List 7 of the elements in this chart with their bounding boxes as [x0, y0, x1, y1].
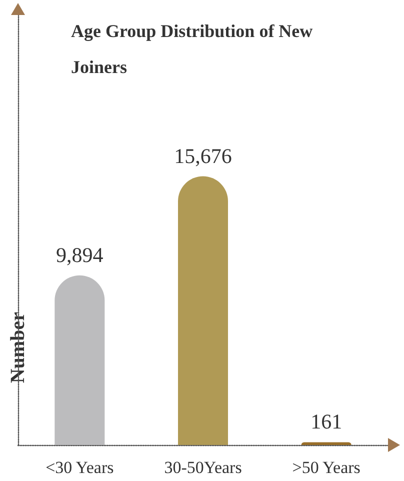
data-label: 9,894: [56, 242, 104, 267]
x-tick-label: >50 Years: [292, 458, 360, 477]
x-tick-label: <30 Years: [46, 458, 114, 477]
chart-title: Age Group Distribution of New Joiners: [71, 21, 318, 77]
x-tick-label: 30-50Years: [164, 458, 242, 477]
data-label: 15,676: [174, 144, 232, 168]
data-label: 161: [310, 410, 342, 434]
